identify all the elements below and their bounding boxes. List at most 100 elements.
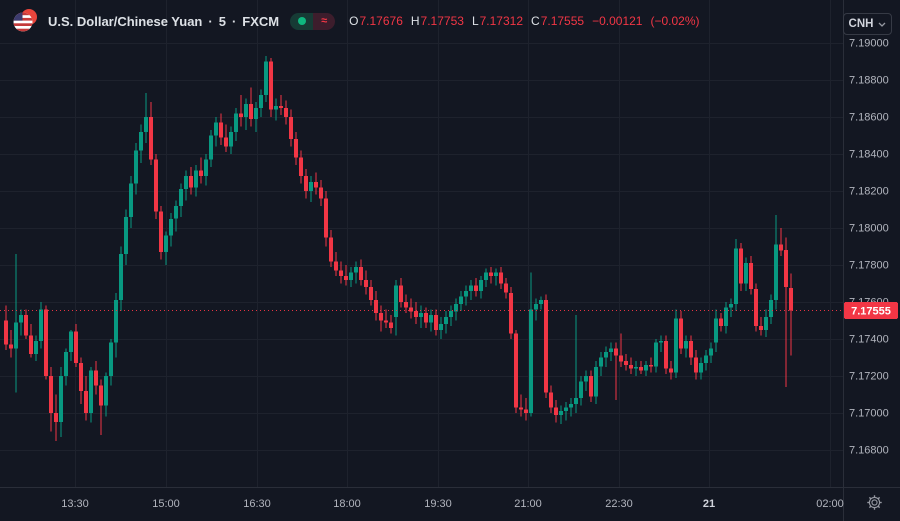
candle[interactable] bbox=[299, 150, 303, 184]
candle[interactable] bbox=[114, 292, 118, 358]
candle[interactable] bbox=[109, 339, 113, 386]
candle[interactable] bbox=[319, 179, 323, 206]
candle[interactable] bbox=[619, 333, 623, 367]
candle[interactable] bbox=[94, 361, 98, 395]
candle[interactable] bbox=[744, 257, 748, 291]
candle[interactable] bbox=[239, 94, 243, 127]
candle[interactable] bbox=[404, 294, 408, 314]
candle[interactable] bbox=[569, 398, 573, 417]
candle[interactable] bbox=[49, 366, 53, 432]
candle[interactable] bbox=[734, 239, 738, 312]
candle[interactable] bbox=[309, 176, 313, 203]
candle[interactable] bbox=[334, 252, 338, 277]
candle[interactable] bbox=[394, 279, 398, 336]
candle[interactable] bbox=[739, 242, 743, 291]
candle[interactable] bbox=[769, 294, 773, 325]
candle[interactable] bbox=[229, 126, 233, 154]
candle[interactable] bbox=[479, 276, 483, 299]
candle[interactable] bbox=[154, 154, 158, 219]
candle[interactable] bbox=[509, 287, 513, 339]
candle[interactable] bbox=[449, 305, 453, 327]
candle[interactable] bbox=[169, 213, 173, 247]
candle[interactable] bbox=[374, 290, 378, 321]
candle[interactable] bbox=[629, 357, 633, 375]
candle[interactable] bbox=[624, 353, 628, 371]
candle[interactable] bbox=[654, 339, 658, 373]
candle[interactable] bbox=[69, 329, 73, 362]
candle[interactable] bbox=[489, 266, 493, 284]
candle[interactable] bbox=[434, 309, 438, 336]
candle[interactable] bbox=[24, 309, 28, 339]
candle[interactable] bbox=[559, 405, 563, 425]
symbol-title[interactable]: U.S. Dollar/Chinese Yuan · 5 · FXCM bbox=[48, 14, 279, 29]
candle[interactable] bbox=[409, 298, 413, 319]
candle[interactable] bbox=[99, 379, 103, 436]
candle[interactable] bbox=[244, 98, 248, 131]
candle[interactable] bbox=[339, 261, 343, 284]
candle[interactable] bbox=[39, 302, 43, 349]
candle[interactable] bbox=[9, 329, 13, 358]
candle[interactable] bbox=[599, 352, 603, 376]
candle[interactable] bbox=[329, 229, 333, 267]
settings-gear-icon[interactable] bbox=[866, 494, 883, 511]
candle[interactable] bbox=[64, 348, 68, 386]
candle[interactable] bbox=[754, 283, 758, 332]
candle[interactable] bbox=[364, 270, 368, 295]
candle[interactable] bbox=[484, 268, 488, 288]
candle[interactable] bbox=[129, 176, 133, 228]
candle[interactable] bbox=[294, 131, 298, 166]
candle[interactable] bbox=[584, 370, 588, 391]
candle[interactable] bbox=[724, 302, 728, 334]
candle[interactable] bbox=[539, 296, 543, 310]
candle[interactable] bbox=[74, 324, 78, 367]
candle[interactable] bbox=[359, 259, 363, 286]
candle[interactable] bbox=[159, 205, 163, 260]
candle[interactable] bbox=[674, 309, 678, 378]
candle[interactable] bbox=[89, 366, 93, 423]
candle[interactable] bbox=[124, 209, 128, 266]
candle[interactable] bbox=[564, 401, 568, 421]
candle[interactable] bbox=[204, 154, 208, 186]
candle[interactable] bbox=[604, 346, 608, 367]
candle[interactable] bbox=[289, 109, 293, 147]
candle[interactable] bbox=[4, 305, 8, 351]
candle[interactable] bbox=[349, 266, 353, 288]
candle[interactable] bbox=[659, 335, 663, 352]
candle[interactable] bbox=[269, 57, 273, 117]
candle[interactable] bbox=[514, 329, 518, 413]
candle[interactable] bbox=[764, 309, 768, 338]
candle[interactable] bbox=[134, 142, 138, 195]
candle[interactable] bbox=[119, 246, 123, 312]
candle[interactable] bbox=[44, 305, 48, 380]
candle[interactable] bbox=[664, 335, 668, 375]
candle[interactable] bbox=[574, 315, 578, 413]
candle[interactable] bbox=[234, 107, 238, 142]
candle[interactable] bbox=[729, 298, 733, 317]
candle[interactable] bbox=[779, 228, 783, 256]
candle[interactable] bbox=[424, 307, 428, 328]
candle[interactable] bbox=[59, 366, 63, 438]
candle[interactable] bbox=[759, 316, 763, 336]
candle[interactable] bbox=[534, 298, 538, 321]
candle[interactable] bbox=[439, 316, 443, 339]
candle[interactable] bbox=[459, 290, 463, 312]
candle[interactable] bbox=[444, 311, 448, 334]
candle[interactable] bbox=[14, 253, 18, 393]
candle[interactable] bbox=[669, 361, 673, 380]
candle[interactable] bbox=[524, 398, 528, 421]
time-axis[interactable]: 13:30 15:00 16:30 18:00 19:30 21:00 22:30 21 02:… bbox=[61, 498, 844, 510]
candle[interactable] bbox=[649, 357, 653, 373]
candle[interactable] bbox=[224, 124, 228, 153]
candle[interactable] bbox=[164, 231, 168, 265]
candle[interactable] bbox=[529, 272, 533, 417]
candle[interactable] bbox=[84, 376, 88, 421]
candle[interactable] bbox=[34, 335, 38, 362]
candle[interactable] bbox=[209, 130, 213, 167]
candle[interactable] bbox=[54, 394, 58, 441]
candle[interactable] bbox=[389, 315, 393, 334]
candle[interactable] bbox=[554, 400, 558, 423]
candle[interactable] bbox=[474, 278, 478, 297]
candle[interactable] bbox=[719, 313, 723, 332]
candle[interactable] bbox=[549, 385, 553, 413]
